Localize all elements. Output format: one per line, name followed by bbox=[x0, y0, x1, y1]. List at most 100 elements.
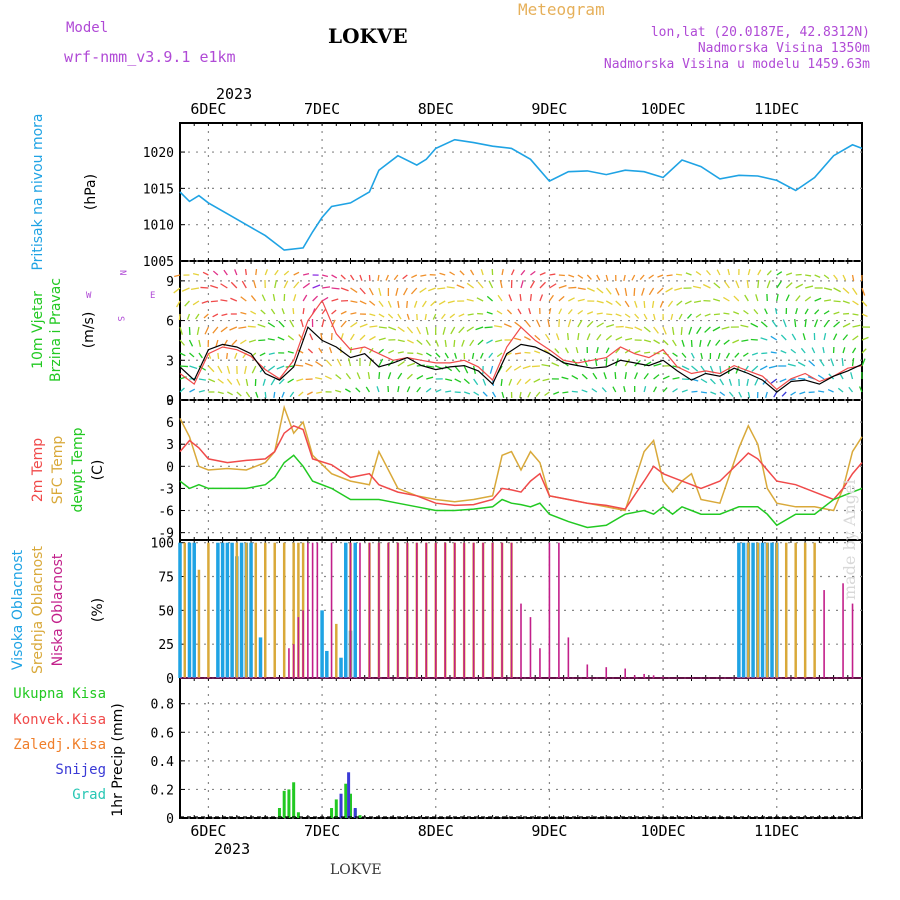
wind-vector bbox=[200, 286, 209, 289]
wind-vector bbox=[548, 294, 554, 302]
wind-vector bbox=[571, 375, 579, 380]
cloud-high-bar bbox=[325, 650, 329, 678]
day-label-top: 11DEC bbox=[754, 100, 799, 118]
wind-vector bbox=[818, 390, 825, 393]
wind-vector bbox=[633, 287, 636, 297]
precip-title: 1hr Precip (mm) bbox=[110, 703, 126, 816]
wind-vector bbox=[833, 274, 838, 281]
wind-vector bbox=[356, 372, 361, 380]
cloud-mid-bar bbox=[197, 569, 201, 678]
wind-vector bbox=[264, 269, 269, 276]
wind-vector bbox=[596, 312, 603, 315]
wind-vector bbox=[514, 321, 522, 328]
wind-vector bbox=[289, 391, 295, 398]
wind-vector bbox=[220, 326, 228, 333]
cloud-mid-bar bbox=[335, 623, 338, 678]
wind-vector bbox=[484, 326, 493, 329]
wind-vector bbox=[672, 377, 680, 380]
wind-vector bbox=[295, 364, 304, 367]
wind-vector bbox=[601, 387, 607, 393]
wind-vector bbox=[770, 378, 778, 384]
wind-vector bbox=[733, 295, 740, 302]
wind-vector bbox=[480, 269, 484, 276]
day-label-bottom: 10DEC bbox=[641, 822, 686, 840]
wind-vector bbox=[486, 311, 493, 315]
wind-vector bbox=[581, 373, 588, 380]
wind-vector bbox=[416, 326, 422, 335]
wind-vector bbox=[257, 323, 266, 328]
wind-vector bbox=[832, 333, 838, 341]
wind-vector bbox=[245, 391, 251, 398]
wind-vector bbox=[643, 313, 648, 320]
wind-vector bbox=[439, 272, 446, 276]
legend-freezing-rain: Zaledj.Kisa bbox=[13, 737, 106, 753]
wind-vector bbox=[221, 313, 228, 317]
wind-vector bbox=[241, 280, 247, 289]
wind-vector bbox=[761, 352, 768, 355]
wind-vector bbox=[424, 313, 427, 321]
wind-vector bbox=[449, 313, 456, 319]
wind-vector bbox=[463, 365, 469, 374]
y-tick-label: 3 bbox=[166, 438, 174, 453]
cloud-mid-bar bbox=[794, 542, 797, 678]
wind-vector bbox=[842, 347, 846, 354]
wind-vector bbox=[270, 308, 276, 315]
wind-vector bbox=[524, 320, 531, 328]
wind-vector bbox=[678, 313, 683, 320]
wind-vector bbox=[723, 312, 730, 315]
cloud-low-bar bbox=[558, 542, 560, 678]
wind-vector bbox=[562, 391, 569, 394]
wind-vector bbox=[539, 281, 546, 289]
wind-vector bbox=[210, 300, 218, 303]
wind-vector bbox=[486, 295, 494, 302]
model-label: Model bbox=[66, 20, 109, 36]
lonlat-text: lon,lat (20.0187E, 42.8312N) bbox=[650, 25, 870, 40]
wind-speed-line bbox=[179, 326, 863, 393]
wind-vector bbox=[459, 270, 465, 276]
wind-vector bbox=[744, 294, 749, 302]
wind-legend-n: N bbox=[117, 270, 127, 275]
wind-vector bbox=[805, 285, 814, 289]
legend-total-rain: Ukupna Kisa bbox=[13, 686, 106, 702]
wind-vector bbox=[267, 338, 275, 341]
wind-vector bbox=[643, 386, 647, 393]
wind-vector bbox=[850, 372, 854, 380]
wind-vector bbox=[695, 313, 702, 318]
wind-vector bbox=[497, 294, 503, 302]
wind-vector bbox=[519, 391, 522, 399]
day-label-top: 6DEC bbox=[190, 100, 226, 118]
wind-vector bbox=[331, 274, 338, 279]
cloud-high-bar bbox=[737, 542, 741, 678]
wind-vector bbox=[298, 334, 304, 341]
elevation-text: Nadmorska Visina 1350m bbox=[697, 41, 870, 56]
y-tick-label: 1020 bbox=[143, 146, 174, 161]
wind-vector bbox=[657, 274, 664, 278]
wind-vector bbox=[577, 298, 585, 302]
wind-vector bbox=[774, 307, 778, 315]
wind-vector bbox=[419, 287, 427, 294]
wind-vector bbox=[776, 294, 779, 302]
wind-vector bbox=[240, 311, 247, 315]
cloud-mid-bar bbox=[183, 542, 186, 678]
wind-vector bbox=[283, 270, 290, 276]
wind-vector bbox=[823, 333, 827, 341]
wind-vector bbox=[522, 365, 531, 370]
wind-vector bbox=[706, 270, 711, 276]
cloud-high-bar bbox=[741, 542, 746, 678]
wind-vector bbox=[823, 310, 830, 315]
wind-vector bbox=[624, 300, 630, 308]
wind-vector bbox=[524, 351, 531, 354]
wind-vector bbox=[653, 374, 660, 380]
wind-vector bbox=[376, 386, 380, 393]
wind-vector bbox=[624, 313, 631, 318]
wind-vector bbox=[466, 326, 474, 332]
legend-convective-rain: Konvek.Kisa bbox=[13, 712, 106, 728]
wind-vector bbox=[530, 270, 536, 276]
y-tick-label: -3 bbox=[158, 482, 174, 497]
wind-vector bbox=[435, 388, 442, 393]
cloud-mid-bar bbox=[254, 542, 258, 678]
wind-vector bbox=[624, 371, 627, 380]
wind-vector bbox=[476, 297, 484, 302]
panel-frame-5 bbox=[179, 677, 863, 819]
